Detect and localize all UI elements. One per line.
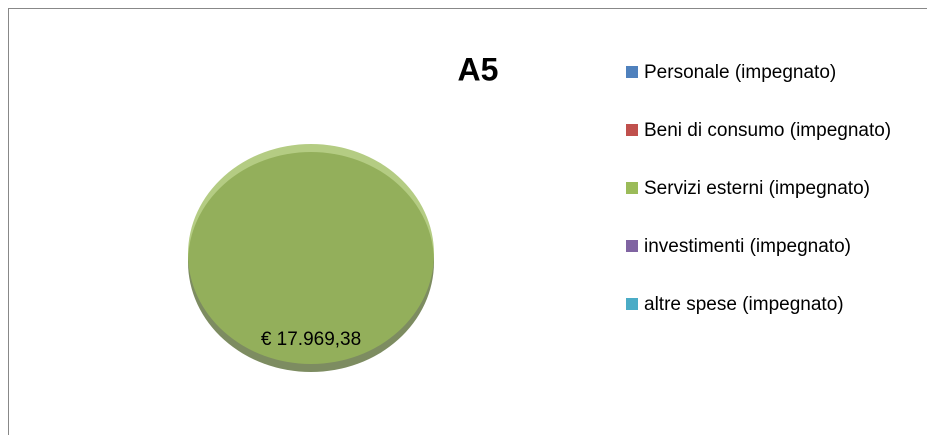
legend-label: Servizi esterni (impegnato) [644,178,870,199]
data-label: € 17.969,38 [261,329,361,350]
legend-label: Personale (impegnato) [644,62,837,83]
legend-swatch [626,124,638,136]
legend-item: Personale (impegnato) [626,58,922,87]
legend-label: altre spese (impegnato) [644,294,844,315]
frame [8,8,927,435]
legend-swatch [626,66,638,78]
legend-item: investimenti (impegnato) [626,232,922,261]
legend-swatch [626,240,638,252]
legend-item: altre spese (impegnato) [626,290,922,319]
pie-slice [188,144,434,364]
chart-title: A5 [458,51,499,87]
legend-item: Beni di consumo (impegnato) [626,116,922,145]
legend-swatch [626,298,638,310]
legend-swatch [626,182,638,194]
legend-item: Servizi esterni (impegnato) [626,174,922,203]
legend-label: investimenti (impegnato) [644,236,851,257]
legend-label: Beni di consumo (impegnato) [644,120,892,141]
